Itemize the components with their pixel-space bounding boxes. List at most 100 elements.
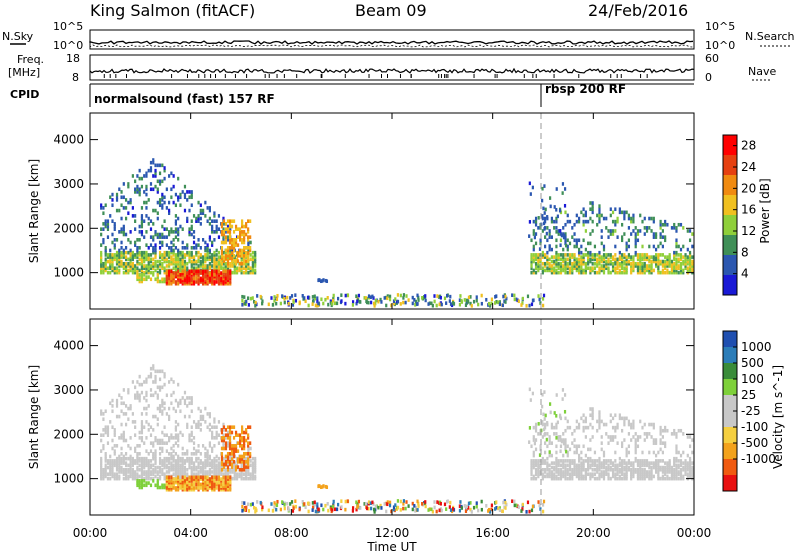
velocity-cell	[192, 452, 196, 456]
velocity-cell	[290, 500, 294, 504]
velocity-cell	[470, 510, 473, 514]
power-cell	[623, 268, 626, 273]
velocity-cell	[106, 441, 110, 445]
power-cell	[217, 214, 221, 218]
power-cell	[247, 235, 250, 239]
power-cell	[267, 302, 270, 307]
power-cell	[181, 261, 184, 266]
velocity-cell	[532, 463, 535, 468]
velocity-cell	[199, 409, 202, 414]
freq-tick-top: 18	[66, 52, 80, 65]
power-cell	[102, 227, 105, 231]
velocity-cell	[516, 504, 519, 509]
velocity-cell	[575, 467, 578, 472]
velocity-cell	[607, 459, 610, 463]
velocity-cell	[691, 465, 694, 470]
velocity-cell	[213, 487, 216, 492]
power-cell	[517, 299, 520, 304]
velocity-cell	[320, 503, 323, 508]
power-cell	[416, 293, 419, 298]
velocity-cell	[190, 430, 193, 435]
power-cell	[163, 255, 166, 259]
velocity-cell	[261, 505, 264, 510]
velocity-cell	[199, 422, 202, 427]
velocity-cell	[230, 446, 234, 451]
colorbar-tick-label: 28	[741, 139, 756, 153]
power-cell	[589, 216, 592, 221]
power-cell	[587, 241, 590, 246]
power-cell	[673, 264, 676, 268]
velocity-cell	[568, 447, 572, 452]
velocity-cell	[562, 474, 565, 479]
power-cell	[618, 270, 621, 275]
power-cell	[625, 241, 628, 246]
y-tick-label: 3000	[53, 383, 84, 397]
power-cell	[605, 264, 608, 268]
power-cell	[652, 235, 655, 239]
power-cell	[251, 257, 255, 262]
velocity-cell	[247, 467, 250, 472]
velocity-cell	[679, 470, 683, 474]
velocity-cell	[222, 467, 225, 472]
power-cell	[136, 184, 139, 189]
power-cell	[170, 250, 173, 255]
power-cell	[593, 253, 597, 257]
power-cell	[211, 269, 214, 274]
velocity-cell	[254, 467, 257, 472]
power-cell	[174, 235, 178, 239]
velocity-cell	[598, 416, 601, 421]
velocity-cell	[636, 435, 640, 439]
power-cell	[163, 266, 166, 271]
velocity-cell	[436, 500, 439, 504]
velocity-cell	[582, 476, 585, 481]
velocity-cell	[192, 472, 196, 477]
velocity-cell	[621, 470, 624, 474]
power-cell	[145, 277, 148, 282]
velocity-cell	[102, 417, 105, 422]
velocity-cell	[100, 433, 103, 437]
velocity-cell	[614, 465, 617, 470]
velocity-cell	[279, 507, 282, 512]
velocity-cell	[636, 444, 640, 449]
freq-line	[89, 67, 695, 74]
power-cell	[573, 222, 576, 227]
power-cell	[143, 273, 146, 277]
power-cell	[186, 190, 189, 194]
velocity-cell	[158, 446, 162, 451]
velocity-cell	[467, 506, 470, 510]
cpid-panel: CPID normalsound (fast) 157 RF rbsp 200 …	[10, 82, 694, 107]
velocity-cell	[192, 482, 196, 487]
power-cell	[100, 243, 103, 247]
velocity-cell	[686, 435, 689, 439]
power-cell	[152, 235, 155, 239]
power-cell	[143, 259, 146, 264]
power-cell	[645, 253, 649, 257]
noise-panel: N.Sky 10^5 10^0 10^5 10^0 N.Search	[2, 20, 795, 52]
power-cell	[145, 187, 148, 192]
velocity-cell	[609, 459, 612, 463]
velocity-cell	[677, 450, 680, 455]
velocity-cell	[251, 470, 255, 474]
velocity-cell	[645, 474, 649, 479]
velocity-cell	[546, 432, 549, 436]
velocity-cell	[392, 507, 396, 512]
power-cell	[183, 264, 187, 268]
power-cell	[190, 203, 193, 208]
power-cell	[113, 255, 116, 259]
power-cell	[224, 273, 227, 277]
power-cell	[177, 257, 180, 262]
power-cell	[215, 248, 218, 253]
velocity-cell	[241, 430, 244, 435]
power-cell	[591, 255, 594, 259]
velocity-cell	[170, 463, 173, 468]
velocity-cell	[238, 438, 242, 443]
velocity-cell	[118, 474, 121, 479]
power-cell	[555, 270, 558, 275]
power-cell	[688, 259, 692, 264]
power-cell	[577, 238, 581, 243]
velocity-cell	[607, 467, 610, 472]
power-cell	[555, 238, 558, 243]
power-cell	[589, 270, 592, 275]
power-cell	[201, 261, 205, 266]
